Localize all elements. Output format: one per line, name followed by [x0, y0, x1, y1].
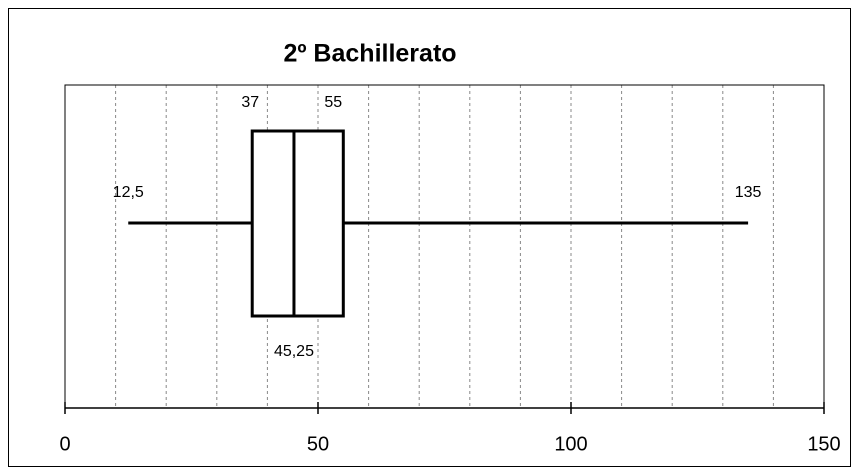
value-label: 55 [324, 94, 342, 111]
chart-frame [8, 8, 851, 467]
value-label: 45,25 [274, 343, 314, 360]
value-label: 135 [735, 184, 762, 201]
value-label: 37 [241, 94, 259, 111]
chart-title: 2º Bachillerato [283, 40, 456, 68]
box [250, 129, 345, 318]
x-tick-label: 50 [307, 433, 329, 455]
plot-border [64, 84, 825, 408]
x-tick-label: 0 [59, 433, 70, 455]
x-tick-label: 150 [807, 433, 840, 455]
value-label: 12,5 [113, 184, 144, 201]
x-tick-label: 100 [554, 433, 587, 455]
